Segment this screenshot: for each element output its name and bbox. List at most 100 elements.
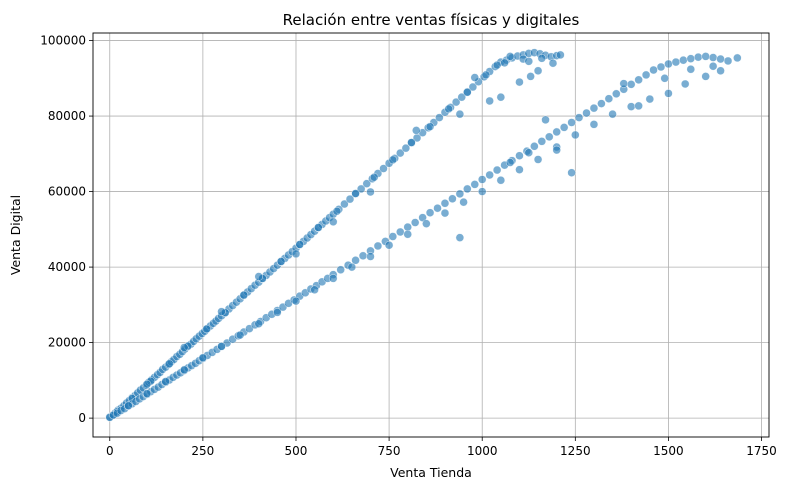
scatter-point — [468, 82, 478, 92]
scatter-point — [379, 164, 388, 173]
x-tick-label: 1500 — [653, 444, 684, 458]
scatter-point — [477, 175, 487, 184]
scatter-point — [641, 70, 651, 80]
scatter-point — [412, 126, 421, 135]
scatter-point — [597, 99, 606, 108]
scatter-point — [679, 55, 688, 65]
scatter-point — [433, 203, 442, 213]
scatter-point — [440, 199, 450, 208]
y-axis-label: Venta Digital — [8, 195, 23, 275]
scatter-point — [574, 113, 584, 122]
scatter-point — [470, 73, 480, 82]
scatter-point — [524, 148, 534, 157]
scatter-point — [604, 94, 614, 103]
scatter-point — [295, 240, 304, 249]
scatter-point — [571, 130, 580, 140]
scatter-point — [626, 80, 636, 89]
scatter-point — [671, 57, 681, 67]
scatter-point — [291, 249, 301, 259]
scatter-point — [515, 77, 524, 87]
scatter-point — [254, 272, 263, 281]
scatter-point — [533, 66, 543, 76]
scatter-point — [701, 72, 710, 81]
scatter-point — [276, 257, 286, 266]
scatter-point — [515, 151, 524, 160]
scatter-point — [716, 54, 725, 64]
y-tick-label: 20000 — [48, 336, 86, 350]
scatter-point — [733, 53, 742, 63]
scatter-point — [422, 219, 431, 228]
scatter-point — [273, 308, 282, 317]
scatter-point — [457, 92, 466, 102]
scatter-point — [239, 290, 249, 300]
scatter-point — [589, 103, 599, 113]
scatter-point — [477, 187, 487, 196]
scatter-point — [358, 251, 368, 261]
scatter-point — [463, 184, 472, 194]
plot-frame — [92, 32, 770, 438]
x-tick-label: 250 — [191, 444, 214, 458]
scatter-point — [340, 199, 349, 209]
scatter-point — [235, 330, 245, 340]
x-tick-label: 0 — [106, 444, 114, 458]
scatter-point — [645, 94, 655, 104]
scatter-point — [680, 79, 690, 89]
scatter-point — [505, 52, 515, 61]
scatter-point — [686, 54, 696, 63]
scatter-point — [492, 60, 502, 70]
x-axis-label: Venta Tienda — [390, 465, 472, 480]
scatter-point — [515, 165, 524, 174]
scatter-point — [351, 189, 360, 198]
scatter-point — [254, 319, 263, 328]
scatter-point — [345, 194, 355, 204]
x-tick-label: 1750 — [746, 444, 777, 458]
scatter-point — [619, 79, 628, 88]
scatter-point — [396, 227, 405, 237]
scatter-point — [526, 72, 535, 81]
scatter-point — [541, 115, 550, 125]
scatter-point — [142, 389, 152, 398]
scatter-point — [455, 109, 465, 119]
scatter-point — [124, 401, 133, 410]
scatter-point — [548, 58, 558, 68]
scatter-point — [485, 170, 494, 180]
scatter-point — [425, 122, 435, 131]
scatter-point — [217, 342, 226, 351]
scatter-point — [440, 208, 450, 218]
scatter-point — [366, 252, 375, 261]
scatter-point — [649, 65, 658, 75]
x-tick-label: 500 — [285, 444, 308, 458]
scatter-point — [693, 52, 703, 62]
scatter-point — [314, 223, 323, 232]
scatter-point — [366, 187, 375, 197]
scatter-point — [459, 197, 468, 207]
scatter-point — [328, 217, 338, 227]
scatter-point — [708, 61, 718, 71]
scatter-point — [545, 132, 554, 142]
scatter-point — [612, 89, 621, 99]
scatter-point — [403, 229, 412, 239]
y-tick-label: 80000 — [48, 109, 86, 123]
scatter-point — [463, 88, 472, 97]
scatter-point — [455, 233, 465, 242]
scatter-point — [660, 74, 669, 83]
scatter-point — [664, 89, 673, 98]
scatter-point — [396, 148, 405, 158]
scatter-point — [351, 256, 360, 265]
scatter-point — [556, 50, 565, 60]
scatter-point — [589, 120, 599, 129]
scatter-point — [356, 184, 366, 194]
scatter-point — [373, 241, 383, 251]
scatter-point — [435, 113, 444, 122]
scatter-point — [332, 206, 342, 216]
scatter-point — [202, 324, 211, 334]
scatter-point — [444, 104, 453, 114]
scatter-point — [716, 66, 725, 76]
scatter-point — [552, 145, 561, 155]
scatter-point — [291, 296, 301, 306]
x-tick-label: 1250 — [560, 444, 591, 458]
scatter-point — [664, 59, 673, 69]
scatter-point — [180, 343, 189, 352]
scatter-point — [537, 137, 547, 146]
